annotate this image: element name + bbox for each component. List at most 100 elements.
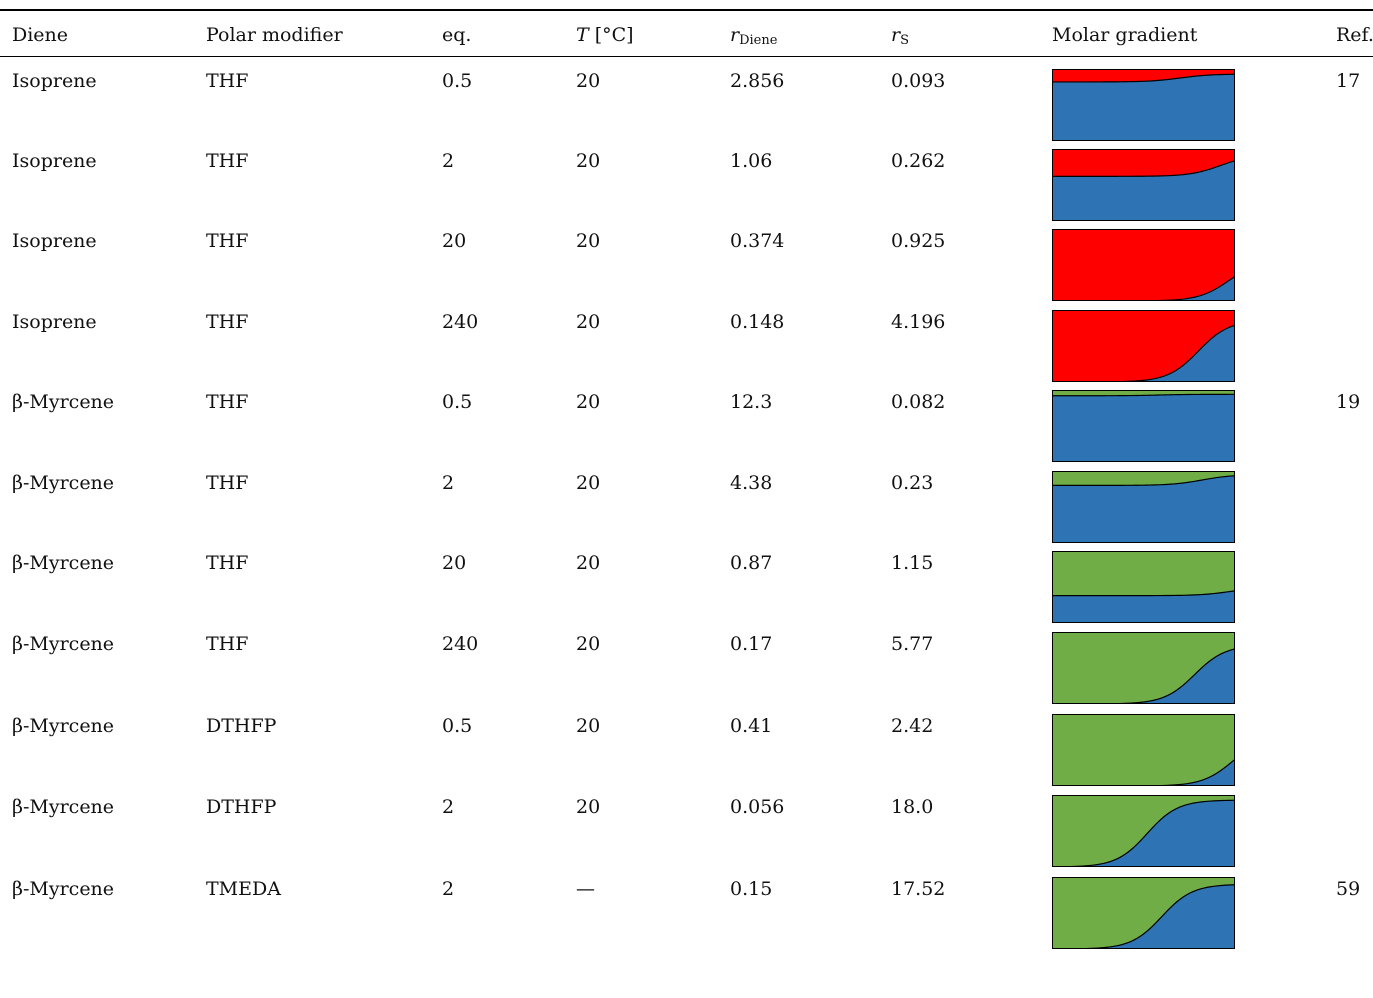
cell-r-diene: 0.374 [730,230,785,252]
header-ref: Ref. [1336,24,1373,46]
cell-temperature: 20 [576,70,601,92]
cell-temperature: 20 [576,472,601,494]
cell-eq: 0.5 [442,391,473,413]
cell-diene: β-Myrcene [12,472,115,494]
gradient-frame [1052,390,1235,462]
header-r-s: rS [891,24,909,48]
cell-eq: 20 [442,552,467,574]
cell-eq: 0.5 [442,70,473,92]
gradient-boundary-line [1052,475,1235,486]
molar-gradient-plot [1052,877,1235,949]
header-temperature-symbol: T [576,24,589,46]
gradient-boundary-line [1052,393,1235,397]
header-r-s-subscript: S [900,33,909,48]
cell-polar-modifier: THF [206,70,249,92]
gradient-lower-region [1052,648,1235,704]
cell-r-s: 5.77 [891,633,934,655]
gradient-lower-region [1052,74,1235,141]
cell-ref: 59 [1336,878,1361,900]
cell-r-s: 2.42 [891,715,934,737]
header-molar-gradient: Molar gradient [1052,24,1198,46]
cell-r-s: 0.925 [891,230,946,252]
cell-polar-modifier: THF [206,311,249,333]
cell-r-diene: 0.056 [730,796,785,818]
cell-polar-modifier: THF [206,391,249,413]
cell-r-diene: 2.856 [730,70,785,92]
cell-diene: Isoprene [12,150,97,172]
table-top-rule [0,9,1373,11]
cell-temperature: 20 [576,796,601,818]
cell-temperature: 20 [576,150,601,172]
cell-r-diene: 0.148 [730,311,785,333]
gradient-upper-region [1052,229,1235,301]
cell-r-s: 4.196 [891,311,946,333]
header-r-diene-subscript: Diene [739,33,778,48]
header-diene: Diene [12,24,69,46]
cell-diene: Isoprene [12,70,97,92]
cell-r-s: 1.15 [891,552,934,574]
gradient-lower-region [1052,276,1235,301]
cell-polar-modifier: THF [206,633,249,655]
cell-eq: 0.5 [442,715,473,737]
cell-diene: β-Myrcene [12,878,115,900]
cell-eq: 240 [442,633,479,655]
cell-temperature: 20 [576,552,601,574]
header-eq: eq. [442,24,472,46]
cell-r-s: 0.23 [891,472,934,494]
gradient-boundary-line [1052,160,1235,177]
cell-diene: β-Myrcene [12,715,115,737]
gradient-upper-region [1052,714,1235,786]
cell-diene: Isoprene [12,311,97,333]
gradient-lower-region [1052,759,1235,786]
molar-gradient-plot [1052,390,1235,462]
gradient-frame [1052,229,1235,301]
cell-diene: β-Myrcene [12,796,115,818]
gradient-frame [1052,632,1235,704]
gradient-frame [1052,310,1235,382]
cell-r-s: 0.262 [891,150,946,172]
gradient-lower-region [1052,884,1235,949]
header-temperature: T [°C] [576,24,634,46]
gradient-lower-region [1052,160,1235,221]
molar-gradient-plot [1052,795,1235,867]
cell-ref: 19 [1336,391,1361,413]
cell-r-s: 0.093 [891,70,946,92]
cell-r-diene: 0.15 [730,878,773,900]
gradient-frame [1052,714,1235,786]
molar-gradient-plot [1052,471,1235,543]
cell-eq: 2 [442,796,455,818]
cell-r-diene: 0.17 [730,633,773,655]
gradient-boundary-line [1052,73,1235,83]
header-r-s-symbol: r [891,24,901,46]
gradient-frame [1052,877,1235,949]
gradient-frame [1052,551,1235,623]
gradient-frame [1052,471,1235,543]
cell-diene: β-Myrcene [12,391,115,413]
cell-temperature: 20 [576,391,601,413]
cell-temperature: — [576,878,595,900]
molar-gradient-plot [1052,714,1235,786]
cell-r-s: 0.082 [891,391,946,413]
gradient-lower-region [1052,325,1235,382]
gradient-frame [1052,69,1235,141]
molar-gradient-plot [1052,632,1235,704]
gradient-frame [1052,149,1235,221]
cell-eq: 2 [442,150,455,172]
header-polar-modifier: Polar modifier [206,24,343,46]
gradient-lower-region [1052,475,1235,543]
cell-polar-modifier: THF [206,150,249,172]
cell-temperature: 20 [576,311,601,333]
header-temperature-unit: [°C] [594,24,634,46]
cell-temperature: 20 [576,230,601,252]
cell-r-diene: 12.3 [730,391,773,413]
cell-r-diene: 1.06 [730,150,773,172]
gradient-lower-region [1052,590,1235,623]
cell-polar-modifier: THF [206,472,249,494]
molar-gradient-plot [1052,149,1235,221]
cell-polar-modifier: THF [206,552,249,574]
cell-ref: 17 [1336,70,1361,92]
cell-eq: 2 [442,878,455,900]
cell-r-diene: 0.41 [730,715,773,737]
cell-r-s: 17.52 [891,878,946,900]
header-r-diene: rDiene [730,24,777,48]
